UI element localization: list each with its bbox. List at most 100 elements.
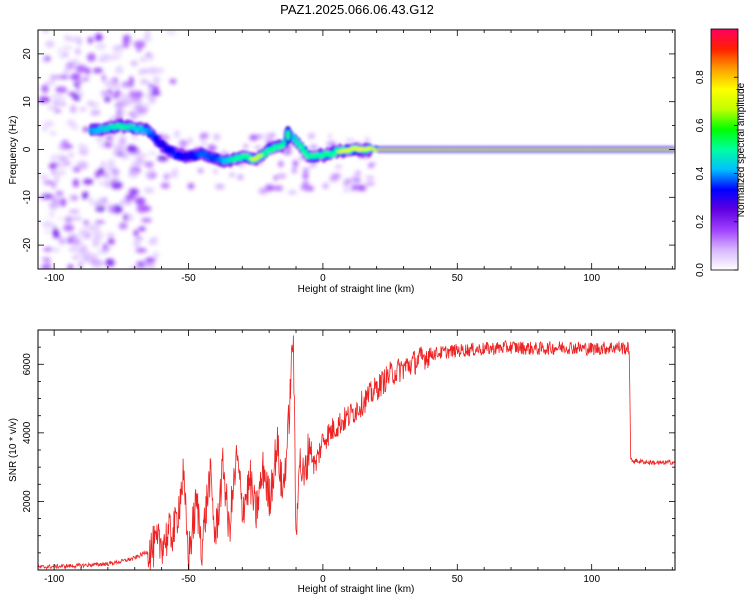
spectrogram-noise-blob [40, 173, 48, 181]
spectrogram-noise-blob [135, 156, 144, 165]
spectrogram-noise-blob [71, 240, 81, 246]
spectrogram-noise-blob [112, 148, 119, 156]
x-tick-label: 0 [320, 574, 326, 585]
spectrogram-noise-blob [187, 137, 193, 144]
spectrogram-noise-blob [45, 40, 55, 48]
spectrogram-noise-layer [38, 30, 377, 269]
x-tick-label: 50 [452, 574, 464, 585]
spectrogram-noise-blob [123, 213, 128, 222]
spectrogram-noise-blob [129, 76, 134, 86]
spectrogram-noise-blob [117, 201, 129, 206]
spectrogram-noise-blob [343, 179, 353, 183]
spectrogram-noise-blob [133, 229, 139, 237]
spectrogram-noise-blob [70, 216, 83, 221]
spectrogram-noise-blob [70, 73, 81, 81]
spectrogram-noise-blob [59, 197, 67, 207]
spectrogram-noise-blob [120, 153, 129, 160]
spectrogram-noise-blob [187, 182, 195, 190]
spectrogram-noise-blob [145, 258, 155, 263]
spectrogram-noise-blob [58, 102, 67, 106]
y-tick-label: 0 [22, 146, 33, 152]
spectrogram-noise-blob [135, 247, 147, 253]
spectrogram-noise-blob [145, 93, 153, 99]
colorbar: 0.0 0.2 0.4 0.6 0.8 Normalized spectral ampl… [695, 28, 747, 277]
spectrogram-noise-blob [72, 178, 80, 188]
spectrogram-noise-blob [68, 59, 80, 65]
spectrogram-noise-blob [61, 46, 73, 50]
spectrogram-noise-blob [52, 75, 61, 80]
spectrogram-noise-blob [42, 120, 55, 127]
spectrogram-noise-blob [213, 133, 221, 141]
spectrogram-noise-blob [79, 244, 88, 253]
snr-y-axis: 2000 4000 6000 [22, 329, 675, 571]
spectrogram-noise-blob [201, 141, 208, 146]
spectrogram-noise-blob [138, 69, 144, 77]
spectrogram-noise-blob [41, 257, 51, 262]
spectrogram-noise-blob [136, 47, 141, 52]
spectrogram-noise-blob [169, 79, 177, 84]
spectrogram-noise-blob [58, 217, 63, 221]
spectrogram-noise-blob [342, 188, 353, 192]
spectrogram-noise-blob [143, 161, 154, 167]
spectrogram-noise-blob [124, 194, 136, 201]
spectrogram-noise-blob [145, 30, 150, 37]
spectrogram-noise-blob [48, 201, 60, 210]
colorbar-label: Normalized spectral amplitude [736, 82, 747, 217]
snr-frame [37, 329, 676, 571]
spectrogram-noise-blob [41, 220, 53, 228]
spectrogram-noise-blob [71, 124, 78, 131]
snr-plot-area [38, 335, 675, 570]
spectrogram-noise-blob [101, 74, 106, 82]
spectrogram-noise-blob [75, 65, 87, 74]
spectrogram-noise-blob [136, 204, 148, 213]
spectrogram-noise-blob [82, 127, 90, 132]
spectrogram-noise-blob [168, 171, 179, 178]
spectrogram-noise-blob [118, 137, 127, 145]
spectrogram-noise-blob [45, 230, 50, 234]
spectrogram-noise-blob [133, 90, 144, 99]
spectrogram-ridge-spike [285, 130, 291, 141]
spectrogram-y-axis: -20 -10 0 10 20 [22, 29, 675, 270]
spectrogram-noise-blob [322, 183, 329, 189]
spectrogram-noise-blob [92, 67, 103, 74]
spectrogram-noise-blob [140, 79, 146, 85]
spectrogram-noise-blob [82, 191, 89, 200]
colorbar-tick-label: 0.8 [695, 70, 706, 84]
spectrogram-noise-blob [172, 168, 179, 173]
spectrogram-ridge-segment [369, 147, 376, 150]
spectrogram-noise-blob [122, 34, 131, 41]
spectrogram-noise-blob [142, 263, 154, 267]
spectrogram-noise-blob [79, 107, 87, 112]
spectrogram-noise-blob [104, 258, 115, 267]
spectrogram-noise-blob [237, 174, 244, 180]
y-tick-label: -10 [22, 190, 33, 205]
spectrogram-noise-blob [243, 144, 249, 148]
spectrogram-noise-blob [105, 134, 113, 142]
spectrogram-noise-blob [133, 238, 140, 247]
spectrogram-noise-blob [273, 175, 278, 181]
spectrogram-noise-blob [278, 160, 284, 168]
spectrogram-noise-blob [111, 92, 120, 99]
spectrogram-noise-blob [69, 194, 74, 202]
spectrogram-ridge-segment [256, 153, 263, 158]
spectrogram-noise-blob [152, 251, 160, 259]
spectrogram-noise-blob [145, 52, 151, 57]
x-tick-label: -50 [181, 273, 196, 284]
spectrogram-noise-blob [76, 161, 89, 170]
spectrogram-noise-blob [132, 97, 141, 103]
spectrogram-noise-blob [152, 85, 159, 93]
spectrogram-noise-blob [98, 58, 107, 62]
spectrogram-noise-blob [50, 154, 56, 162]
spectrogram-noise-blob [73, 81, 80, 87]
spectrogram-noise-blob [122, 39, 130, 49]
y-tick-label: 4000 [22, 421, 33, 444]
colorbar-tick-label: 0.4 [695, 166, 706, 180]
spectrogram-noise-blob [302, 172, 309, 180]
spectrogram-noise-blob [68, 209, 80, 214]
spectrogram-noise-blob [78, 260, 83, 269]
spectrogram-noise-blob [78, 143, 84, 150]
spectrogram-noise-blob [58, 237, 66, 245]
spectrogram-noise-blob [355, 170, 361, 176]
spectrogram-noise-blob [87, 253, 99, 260]
spectrogram-ridge-segment [146, 128, 154, 135]
